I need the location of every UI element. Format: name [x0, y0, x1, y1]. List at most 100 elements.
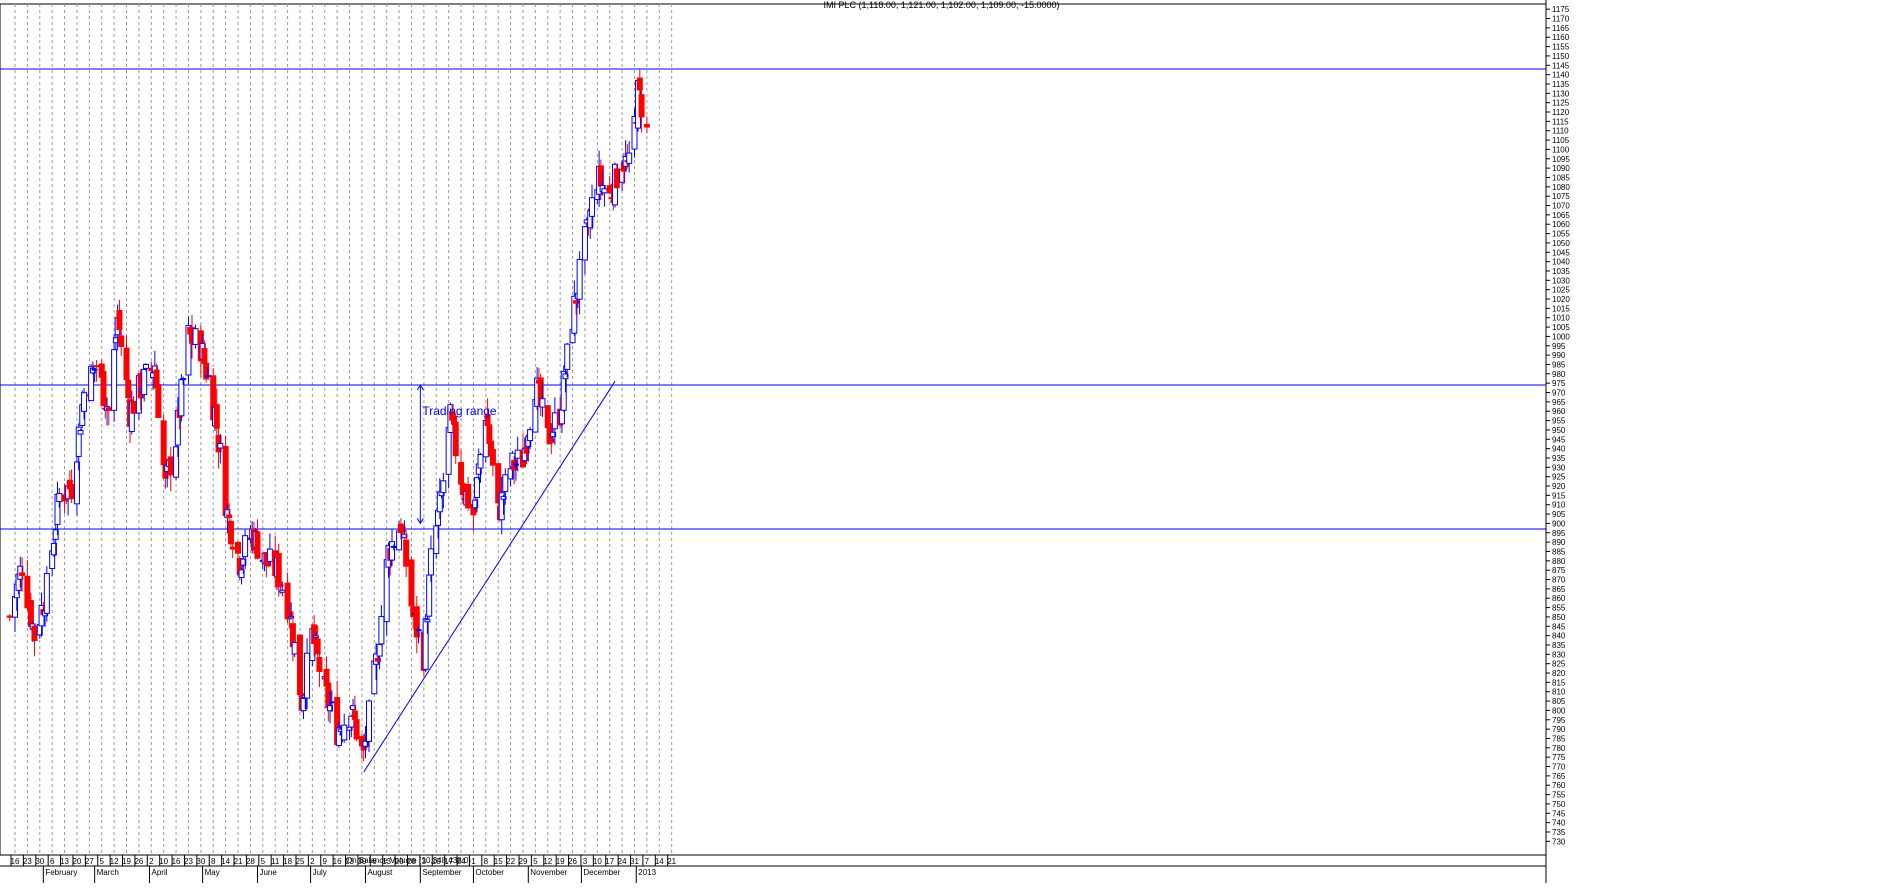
x-tick-label: 9 [323, 857, 328, 866]
candle-body [514, 449, 521, 459]
candle-body [284, 582, 291, 620]
y-tick-label: 875 [1552, 566, 1566, 575]
y-tick-label: 1150 [1552, 52, 1570, 61]
x-tick-label: 6 [372, 857, 377, 866]
x-tick-label: 2 [149, 857, 154, 866]
y-tick-label: 795 [1552, 716, 1566, 725]
x-month-label: December [583, 868, 620, 877]
y-tick-label: 740 [1552, 819, 1566, 828]
candle-body [277, 584, 284, 587]
x-tick-label: 28 [246, 857, 255, 866]
x-tick-label: 17 [444, 857, 453, 866]
candle-body [500, 495, 507, 500]
y-tick-label: 900 [1552, 519, 1566, 528]
candle-body [523, 446, 530, 454]
candle-body [291, 641, 298, 655]
candle-body [217, 443, 224, 449]
candle-body [204, 375, 211, 378]
candle-body [362, 740, 369, 747]
y-tick-label: 1145 [1552, 61, 1570, 70]
x-tick-label: 21 [234, 857, 243, 866]
candle-body [539, 398, 546, 408]
y-tick-label: 1045 [1552, 248, 1570, 257]
x-tick-label: 5 [261, 857, 266, 866]
x-tick-label: 16 [172, 857, 181, 866]
y-tick-label: 1170 [1552, 15, 1570, 24]
y-tick-label: 920 [1552, 482, 1566, 491]
candle-body [19, 572, 26, 576]
candle-body [489, 449, 496, 466]
y-tick-label: 1175 [1552, 5, 1570, 14]
x-tick-label: 30 [196, 857, 205, 866]
candle-body [111, 349, 118, 411]
candle-body [589, 197, 596, 217]
candle-body [626, 152, 633, 164]
y-tick-label: 1120 [1552, 108, 1570, 117]
x-tick-label: 24 [618, 857, 627, 866]
x-tick-label: 16 [333, 857, 342, 866]
x-tick-label: 16 [11, 857, 20, 866]
candle-body [75, 426, 82, 457]
y-tick-label: 1125 [1552, 99, 1570, 108]
y-tick-label: 815 [1552, 678, 1566, 687]
x-tick-label: 10 [593, 857, 602, 866]
candle-body [327, 705, 334, 712]
y-tick-label: 895 [1552, 529, 1566, 538]
x-tick-label: 23 [184, 857, 193, 866]
y-tick-label: 1080 [1552, 183, 1570, 192]
x-month-label: March [97, 868, 119, 877]
candle-body [560, 370, 567, 411]
x-month-label: 2013 [638, 868, 656, 877]
y-tick-label: 1055 [1552, 230, 1570, 239]
candle-body [91, 368, 98, 371]
candle-body [643, 123, 650, 128]
candle-body [601, 188, 608, 194]
candle-body [374, 657, 381, 662]
candle-body [512, 463, 519, 466]
candle-body [562, 373, 569, 380]
x-tick-label: 7 [645, 857, 650, 866]
plot-frame [0, 3, 1547, 856]
y-tick-label: 1130 [1552, 89, 1570, 98]
candle-body [312, 635, 319, 639]
y-tick-label: 980 [1552, 370, 1566, 379]
y-tick-label: 1010 [1552, 314, 1570, 323]
candle-body [551, 412, 558, 430]
x-tick-label: 11 [271, 857, 280, 866]
candle-body [118, 335, 125, 347]
y-tick-label: 1025 [1552, 286, 1570, 295]
x-tick-label: 30 [35, 857, 44, 866]
candle-body [227, 520, 234, 545]
y-tick-label: 950 [1552, 426, 1566, 435]
candle-body [279, 589, 286, 593]
y-tick-label: 1065 [1552, 211, 1570, 220]
candle-body [422, 618, 429, 670]
candle-body [613, 168, 620, 189]
x-tick-label: 15 [494, 857, 503, 866]
y-tick-label: 1000 [1552, 332, 1570, 341]
trading-range-label: Trading range [422, 404, 497, 418]
candle-body [445, 427, 452, 475]
y-tick-label: 1135 [1552, 80, 1570, 89]
x-tick-label: 29 [519, 857, 528, 866]
x-tick-label: 20 [72, 857, 81, 866]
y-tick-label: 1085 [1552, 173, 1570, 182]
candle-body [229, 546, 236, 550]
candle-body [366, 700, 372, 742]
candle-body [31, 625, 38, 642]
y-tick-label: 775 [1552, 753, 1566, 762]
y-tick-label: 885 [1552, 547, 1566, 556]
x-tick-label: 5 [100, 857, 105, 866]
candle-body [495, 463, 502, 504]
candle-body [477, 454, 484, 469]
candle-body [167, 456, 174, 476]
x-tick-label: 2 [310, 857, 315, 866]
y-tick-label: 770 [1552, 763, 1566, 772]
y-tick-label: 1070 [1552, 202, 1570, 211]
x-tick-label: 25 [296, 857, 305, 866]
y-tick-label: 1040 [1552, 258, 1570, 267]
x-tick-label: 21 [667, 857, 676, 866]
candle-body [180, 378, 187, 381]
candle-body [203, 362, 210, 380]
